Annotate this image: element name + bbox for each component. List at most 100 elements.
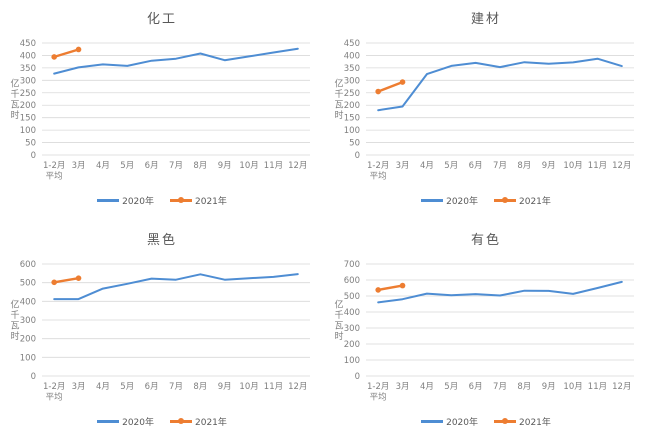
svg-text:1-2月: 1-2月 xyxy=(367,382,389,392)
svg-text:时: 时 xyxy=(10,330,19,342)
legend-label: 2020年 xyxy=(446,197,478,207)
svg-text:平均: 平均 xyxy=(370,392,387,403)
data-point-marker xyxy=(375,287,381,293)
y-axis-tick-labels: 0 100 200 300 400 500 600 700 xyxy=(344,260,360,382)
svg-text:亿: 亿 xyxy=(10,77,19,89)
svg-text:6月: 6月 xyxy=(469,161,483,171)
legend-marker-dot-icon xyxy=(178,197,184,204)
svg-text:瓦: 瓦 xyxy=(334,99,343,110)
svg-text:500: 500 xyxy=(344,292,360,302)
legend-label: 2021年 xyxy=(519,418,551,428)
svg-text:250: 250 xyxy=(20,89,36,99)
legend-label: 2020年 xyxy=(446,418,478,428)
legend-item-2020: 2020年 xyxy=(421,194,478,207)
data-point-marker xyxy=(51,54,57,60)
svg-text:400: 400 xyxy=(20,51,36,61)
svg-text:平均: 平均 xyxy=(46,171,63,182)
svg-text:瓦: 瓦 xyxy=(10,320,19,331)
svg-text:450: 450 xyxy=(20,39,36,49)
svg-text:千: 千 xyxy=(10,310,19,321)
svg-text:100: 100 xyxy=(344,126,360,136)
legend-line-swatch xyxy=(97,199,120,202)
chart-title: 有色 xyxy=(470,233,501,248)
svg-text:4月: 4月 xyxy=(420,161,434,171)
svg-text:8月: 8月 xyxy=(193,161,207,171)
svg-text:10月: 10月 xyxy=(563,382,582,392)
svg-text:12月: 12月 xyxy=(612,382,631,392)
svg-text:9月: 9月 xyxy=(542,161,556,171)
series-line-2020年 xyxy=(53,273,299,301)
svg-text:11月: 11月 xyxy=(588,161,607,171)
legend-line-swatch xyxy=(421,199,444,202)
svg-text:千: 千 xyxy=(334,310,343,321)
data-point-marker xyxy=(399,282,406,289)
svg-text:4月: 4月 xyxy=(96,161,110,171)
series-line-2020年 xyxy=(377,280,623,304)
svg-text:150: 150 xyxy=(344,114,360,124)
legend-line-swatch xyxy=(97,420,120,423)
svg-text:瓦: 瓦 xyxy=(334,320,343,331)
svg-text:200: 200 xyxy=(344,101,360,111)
legend-line-marker-swatch xyxy=(170,418,192,425)
chart-building-materials: 建材 0 50 100 150 200 250 300 350 400 450 亿千瓦时 1-2月 平均… xyxy=(324,0,648,221)
legend-label: 2020年 xyxy=(122,197,154,207)
svg-text:100: 100 xyxy=(20,126,36,136)
series-line-2021年 xyxy=(375,282,406,293)
svg-text:8月: 8月 xyxy=(517,161,531,171)
chart-ferrous: 黑色 0 100 200 300 400 500 600 亿千瓦时 1-2月 平均 3月 4月 5月 6月… xyxy=(0,221,324,442)
svg-text:7月: 7月 xyxy=(493,161,507,171)
svg-text:600: 600 xyxy=(344,276,360,286)
svg-text:400: 400 xyxy=(20,297,36,307)
legend-item-2021: 2021年 xyxy=(170,194,227,207)
y-axis-tick-labels: 0 50 100 150 200 250 300 350 400 450 xyxy=(344,39,360,161)
legend-marker-dot-icon xyxy=(502,418,508,425)
legend: 2020年 2021年 xyxy=(324,415,648,428)
svg-text:亿: 亿 xyxy=(334,298,343,310)
legend-item-2020: 2020年 xyxy=(421,415,478,428)
svg-text:0: 0 xyxy=(31,151,36,161)
series-line-2021年 xyxy=(51,275,82,286)
svg-text:4月: 4月 xyxy=(420,382,434,392)
data-point-marker xyxy=(399,79,406,85)
svg-text:12月: 12月 xyxy=(288,382,307,392)
series-line-2021年 xyxy=(51,46,82,60)
svg-text:0: 0 xyxy=(355,151,360,161)
legend-line-marker-swatch xyxy=(494,197,516,204)
svg-text:600: 600 xyxy=(20,260,36,270)
legend-marker-dot-icon xyxy=(502,197,508,204)
svg-text:3月: 3月 xyxy=(396,382,410,392)
svg-text:9月: 9月 xyxy=(542,382,556,392)
svg-text:11月: 11月 xyxy=(264,161,283,171)
svg-text:1-2月: 1-2月 xyxy=(43,382,65,392)
gridlines xyxy=(42,263,310,377)
legend-label: 2021年 xyxy=(195,418,227,428)
legend-item-2020: 2020年 xyxy=(97,415,154,428)
chart-chemical: 化工 0 50 100 150 200 250 300 350 400 450 亿千瓦时 1-2月 平均… xyxy=(0,0,324,221)
legend-label: 2021年 xyxy=(519,197,551,207)
series-line-2020年 xyxy=(377,57,623,112)
svg-text:平均: 平均 xyxy=(370,171,387,182)
gridlines xyxy=(42,42,310,156)
svg-text:300: 300 xyxy=(20,316,36,326)
svg-text:8月: 8月 xyxy=(193,382,207,392)
svg-text:7月: 7月 xyxy=(169,161,183,171)
svg-text:时: 时 xyxy=(334,109,343,121)
svg-text:1-2月: 1-2月 xyxy=(43,161,65,171)
svg-text:3月: 3月 xyxy=(72,382,86,392)
svg-text:5月: 5月 xyxy=(120,161,134,171)
legend-item-2021: 2021年 xyxy=(170,415,227,428)
legend-line-marker-swatch xyxy=(170,197,192,204)
svg-text:时: 时 xyxy=(10,109,19,121)
series-line-2020年 xyxy=(53,47,299,75)
svg-text:50: 50 xyxy=(349,139,360,149)
svg-text:9月: 9月 xyxy=(218,161,232,171)
legend-line-swatch xyxy=(421,420,444,423)
